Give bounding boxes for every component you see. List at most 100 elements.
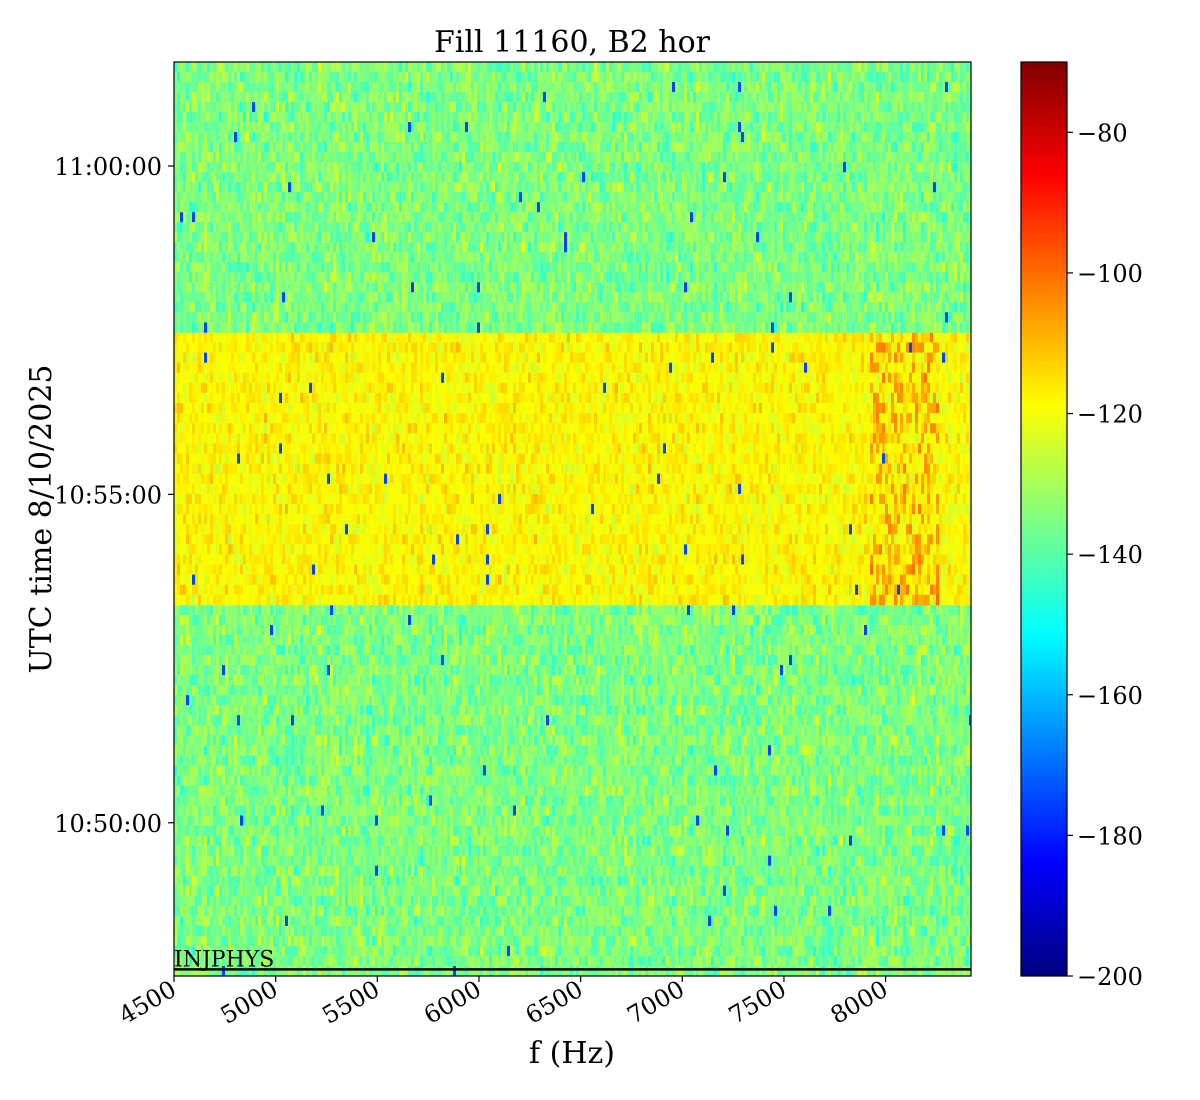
heatmap-cell xyxy=(636,745,639,755)
heatmap-cell xyxy=(312,655,315,665)
heatmap-cell xyxy=(306,605,309,615)
heatmap-cell xyxy=(435,775,438,785)
heatmap-cell xyxy=(363,705,366,715)
heatmap-cell xyxy=(537,705,540,715)
heatmap-cell xyxy=(270,675,273,685)
heatmap-cell xyxy=(912,635,915,645)
heatmap-cell xyxy=(816,705,819,715)
heatmap-cell xyxy=(381,775,384,785)
heatmap-cell xyxy=(396,615,399,625)
heatmap-cell xyxy=(387,725,390,735)
heatmap-cell xyxy=(693,655,696,665)
heatmap-cell xyxy=(531,645,534,655)
heatmap-cell xyxy=(606,695,609,705)
heatmap-cell xyxy=(654,665,657,675)
heatmap-cell xyxy=(819,775,822,785)
heatmap-cell xyxy=(537,695,540,705)
heatmap-cell xyxy=(711,645,714,655)
heatmap-cell xyxy=(642,745,645,755)
heatmap-cell xyxy=(333,765,336,775)
heatmap-cell xyxy=(552,655,555,665)
heatmap-cell xyxy=(192,635,195,645)
heatmap-cell xyxy=(543,665,546,675)
heatmap-cell xyxy=(303,695,306,705)
heatmap-cell xyxy=(198,605,201,615)
heatmap-cell xyxy=(795,695,798,705)
heatmap-cell xyxy=(399,675,402,685)
heatmap-cell xyxy=(408,745,411,755)
heatmap-cell xyxy=(276,645,279,655)
heatmap-cell xyxy=(696,765,699,775)
heatmap-cell xyxy=(294,695,297,705)
heatmap-cell xyxy=(537,765,540,775)
heatmap-cell xyxy=(258,765,261,775)
heatmap-cell xyxy=(525,655,528,665)
heatmap-cell xyxy=(783,635,786,645)
heatmap-cell xyxy=(816,755,819,765)
heatmap-cell xyxy=(810,605,813,615)
heatmap-cell xyxy=(273,715,276,725)
heatmap-cell xyxy=(258,715,261,725)
heatmap-cell xyxy=(591,745,594,755)
heatmap-cell xyxy=(207,785,210,795)
heatmap-cell xyxy=(555,735,558,745)
heatmap-cell xyxy=(786,665,789,675)
heatmap-cell xyxy=(954,765,957,775)
heatmap-cell xyxy=(576,645,579,655)
heatmap-cell xyxy=(771,695,774,705)
heatmap-cell xyxy=(948,735,951,745)
heatmap-cell xyxy=(444,745,447,755)
heatmap-cell xyxy=(480,625,483,635)
heatmap-cell xyxy=(843,635,846,645)
heatmap-cell xyxy=(339,665,342,675)
heatmap-cell xyxy=(699,735,702,745)
heatmap-cell xyxy=(579,665,582,675)
heatmap-cell xyxy=(708,745,711,755)
heatmap-cell xyxy=(501,645,504,655)
heatmap-cell xyxy=(750,695,753,705)
heatmap-cell xyxy=(750,645,753,655)
heatmap-cell xyxy=(363,745,366,755)
heatmap-cell xyxy=(939,615,942,625)
heatmap-cell xyxy=(444,755,447,765)
heatmap-cell xyxy=(690,635,693,645)
heatmap-cell xyxy=(714,695,717,705)
heatmap-cell xyxy=(774,755,777,765)
heatmap-cell xyxy=(594,765,597,775)
heatmap-cell xyxy=(879,615,882,625)
heatmap-cell xyxy=(966,615,969,625)
heatmap-cell xyxy=(414,685,417,695)
heatmap-cell xyxy=(258,745,261,755)
heatmap-cell xyxy=(927,675,930,685)
heatmap-cell xyxy=(651,765,654,775)
heatmap-cell xyxy=(288,715,291,725)
heatmap-cell xyxy=(303,645,306,655)
heatmap-cell xyxy=(342,635,345,645)
heatmap-cell xyxy=(291,785,294,795)
heatmap-cell xyxy=(573,665,576,675)
heatmap-cell xyxy=(291,635,294,645)
heatmap-cell xyxy=(726,725,729,735)
heatmap-cell xyxy=(639,705,642,715)
heatmap-cell xyxy=(456,685,459,695)
heatmap-cell xyxy=(873,715,876,725)
heatmap-cell xyxy=(342,605,345,615)
heatmap-cell xyxy=(273,615,276,625)
heatmap-cell xyxy=(192,775,195,785)
heatmap-cell xyxy=(795,775,798,785)
heatmap-cell xyxy=(714,625,717,635)
heatmap-cell xyxy=(672,675,675,685)
heatmap-cell xyxy=(393,645,396,655)
heatmap-cell xyxy=(900,685,903,695)
heatmap-cell xyxy=(888,745,891,755)
heatmap-cell xyxy=(942,635,945,645)
heatmap-cell xyxy=(315,725,318,735)
heatmap-cell xyxy=(393,655,396,665)
heatmap-cell xyxy=(240,755,243,765)
heatmap-cell xyxy=(438,665,441,675)
heatmap-cell xyxy=(291,775,294,785)
heatmap-cell xyxy=(546,785,549,795)
heatmap-cell xyxy=(663,705,666,715)
heatmap-cell xyxy=(258,725,261,735)
heatmap-cell xyxy=(792,775,795,785)
